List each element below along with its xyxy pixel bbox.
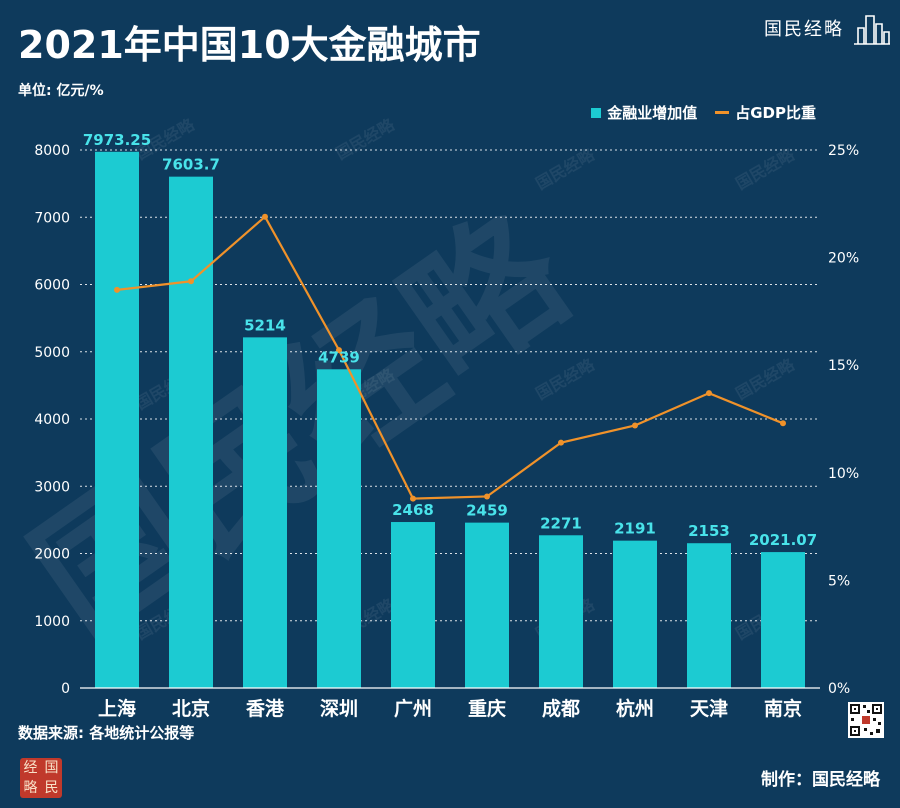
skyline-icon (854, 15, 890, 45)
legend-item-line: 占GDP比重 (715, 102, 816, 123)
watermark-text: 国民经略 (533, 145, 599, 194)
y-right-tick-label: 0% (828, 681, 850, 697)
line-point (706, 390, 712, 397)
bar (391, 522, 435, 688)
legend-bar-swatch (591, 107, 602, 118)
watermark-text: 国民经略 (333, 115, 399, 164)
y-left-tick-label: 1000 (34, 614, 70, 630)
x-category-label: 深圳 (320, 697, 358, 720)
x-category-label: 杭州 (616, 697, 654, 720)
bar-value-label: 7603.7 (162, 156, 220, 174)
bar-value-label: 2191 (614, 520, 656, 538)
legend-line-label: 占GDP比重 (735, 104, 816, 122)
legend: 金融业增加值 占GDP比重 (591, 102, 816, 123)
y-right-tick-label: 10% (828, 466, 859, 482)
bar-value-label: 2271 (540, 514, 582, 532)
x-category-label: 南京 (764, 697, 802, 720)
line-point (484, 493, 490, 500)
seal-char: 经 (23, 760, 38, 776)
bar-value-label: 2021.07 (749, 531, 817, 549)
line-series (114, 213, 786, 502)
bar-value-label: 2153 (688, 522, 730, 540)
y-left-tick-label: 4000 (34, 412, 70, 428)
y-left-tick-label: 8000 (34, 143, 70, 159)
bar (613, 540, 657, 688)
line-point (780, 420, 786, 427)
legend-line-swatch (715, 111, 730, 114)
legend-item-bar: 金融业增加值 (591, 102, 697, 123)
y-left-tick-label: 6000 (34, 278, 70, 294)
line-point (262, 213, 268, 220)
y-left-tick-label: 7000 (34, 210, 70, 226)
bar (169, 176, 213, 688)
legend-bar-label: 金融业增加值 (607, 104, 698, 122)
bar (539, 535, 583, 688)
y-left-tick-label: 3000 (34, 479, 70, 495)
maker-credit: 制作：国民经略 (761, 770, 880, 790)
line-point (114, 286, 120, 293)
watermark-text: 国民经略 (733, 145, 799, 194)
x-category-label: 香港 (245, 698, 285, 720)
y-right-tick-label: 15% (828, 358, 859, 374)
bar-series (95, 151, 805, 688)
watermark-text-large: 国民经略 (5, 183, 599, 671)
axes: 0 1000 2000 3000 4000 5000 6000 7000 8000 0% 5% 10%… (34, 143, 859, 720)
line-point (336, 347, 342, 354)
y-left-tick-label: 5000 (34, 345, 70, 361)
bar-value-label: 4739 (318, 348, 360, 366)
bar (761, 552, 805, 688)
line-point (632, 422, 638, 429)
x-category-label: 重庆 (468, 697, 506, 720)
line-point (410, 495, 416, 502)
brand-logo: 国民经略 (764, 10, 892, 46)
bar-value-label: 2459 (466, 502, 508, 520)
line-point (558, 439, 564, 446)
y-left-tick-label: 2000 (34, 547, 70, 563)
bar-value-label: 7973.25 (83, 131, 151, 149)
brand-name: 国民经略 (764, 19, 844, 40)
y-right-tick-label: 20% (828, 251, 859, 267)
y-right-tick-label: 5% (828, 573, 850, 589)
bar (465, 522, 509, 688)
watermark-text: 国民经略 (733, 355, 799, 404)
x-category-label: 成都 (542, 697, 580, 720)
gdp-share-line (116, 214, 784, 500)
x-category-label: 上海 (98, 697, 136, 720)
bar-value-label: 2468 (392, 501, 434, 519)
bar (317, 369, 361, 688)
x-category-label: 天津 (690, 697, 728, 720)
bar (687, 543, 731, 688)
y-right-tick-label: 25% (828, 143, 859, 159)
seal-char: 民 (44, 780, 59, 796)
bar (95, 151, 139, 688)
seal-char: 国 (44, 760, 59, 776)
line-point (188, 278, 194, 285)
seal-char: 略 (23, 780, 38, 796)
bar (243, 337, 287, 688)
x-category-label: 广州 (394, 697, 432, 720)
qr-code-icon (848, 702, 884, 738)
seal-logo: 经 国 略 民 (20, 758, 62, 798)
unit-label: 单位: 亿元/% (18, 83, 104, 99)
bar-value-label: 5214 (244, 316, 286, 334)
chart-title: 2021年中国10大金融城市 (18, 23, 481, 67)
value-labels: 7973.25 7603.7 5214 4739 2468 2459 2271 2191 215… (83, 131, 817, 549)
x-category-label: 北京 (172, 697, 210, 720)
y-left-tick-label: 0 (61, 681, 70, 697)
data-source: 数据来源: 各地统计公报等 (18, 724, 195, 742)
